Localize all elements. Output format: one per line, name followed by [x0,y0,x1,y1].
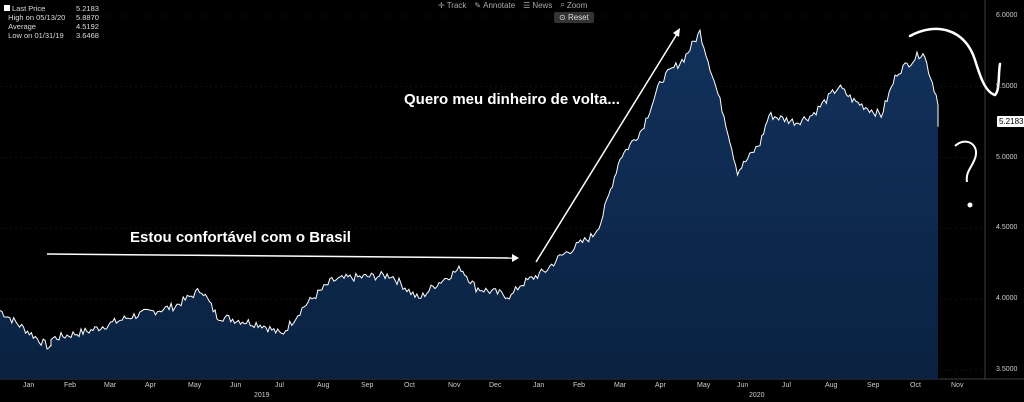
x-tick-label: Mar [104,382,117,389]
money-back-arrow [535,33,678,263]
x-tick-label: Dec [489,382,502,389]
price-line [0,28,939,350]
x-tick-label: Sep [867,382,880,389]
x-tick-label: Nov [448,382,461,389]
y-tick-label: 6.0000 [996,12,1018,19]
annotation-money-back: Quero meu dinheiro de volta... [404,91,620,108]
x-tick-label: Nov [951,382,964,389]
x-year-label: 2020 [749,392,765,399]
annotation-comfortable: Estou confortável com o Brasil [130,229,351,246]
news-icon: ☰ [523,0,531,10]
price-area-fill [0,30,938,379]
x-year-label: 2019 [254,392,270,399]
x-tick-label: Apr [145,382,156,389]
pencil-icon: ✎ [474,0,482,10]
low-value: 3.6468 [76,31,99,40]
handwritten-curve [908,27,1002,97]
x-tick-label: Feb [64,382,77,389]
x-tick-label: Apr [655,382,666,389]
question-mark-glyph [954,140,978,183]
x-tick-label: Jan [23,382,35,389]
high-value: 5.8870 [76,13,99,22]
money-back-arrow-head [673,28,680,37]
annotate-button[interactable]: ✎ Annotate [474,0,516,10]
x-tick-label: Jun [737,382,749,389]
last-price-swatch [4,5,10,11]
reset-icon: ⊙ [559,13,566,22]
y-tick-label: 5.0000 [996,153,1018,161]
comfortable-arrow [46,253,513,259]
last-price-value: 5.2183 [76,4,99,13]
average-value: 4.5192 [76,22,99,31]
y-tick-label: 3.5000 [996,366,1018,373]
comfortable-arrow-head [512,254,519,262]
search-icon: ⌕ [560,0,565,9]
x-tick-label: Mar [614,382,627,389]
last-value-badge: 5.2183 [997,116,1024,127]
x-tick-label: Oct [404,382,415,389]
y-tick-label: 4.0000 [996,295,1018,303]
x-tick-label: Jan [533,382,545,389]
track-button[interactable]: ✛ Track [438,0,467,10]
y-tick-label: 4.5000 [996,224,1018,232]
x-tick-label: May [188,382,202,389]
x-tick-label: Sep [361,382,374,389]
chart-legend: Last Price 5.2183 High on 05/13/20 5.8870 … [4,4,99,40]
question-mark-dot [967,202,973,208]
x-tick-label: Jun [230,382,242,389]
news-button[interactable]: ☰ News [523,0,553,10]
crosshair-icon: ✛ [438,0,445,10]
chart-toolbar: ✛ Track ✎ Annotate ☰ News ⌕ Zoom [438,0,587,10]
x-tick-label: Aug [825,382,838,389]
reset-button[interactable]: ⊙ Reset [554,12,594,23]
x-tick-label: May [697,382,711,389]
x-tick-label: Feb [573,382,586,389]
x-tick-label: Jul [275,382,284,389]
zoom-button[interactable]: ⌕ Zoom [560,0,588,10]
y-tick-label: 5.5000 [996,82,1018,90]
x-tick-label: Oct [910,382,921,389]
x-tick-label: Aug [317,382,330,389]
x-tick-label: Jul [782,382,791,389]
